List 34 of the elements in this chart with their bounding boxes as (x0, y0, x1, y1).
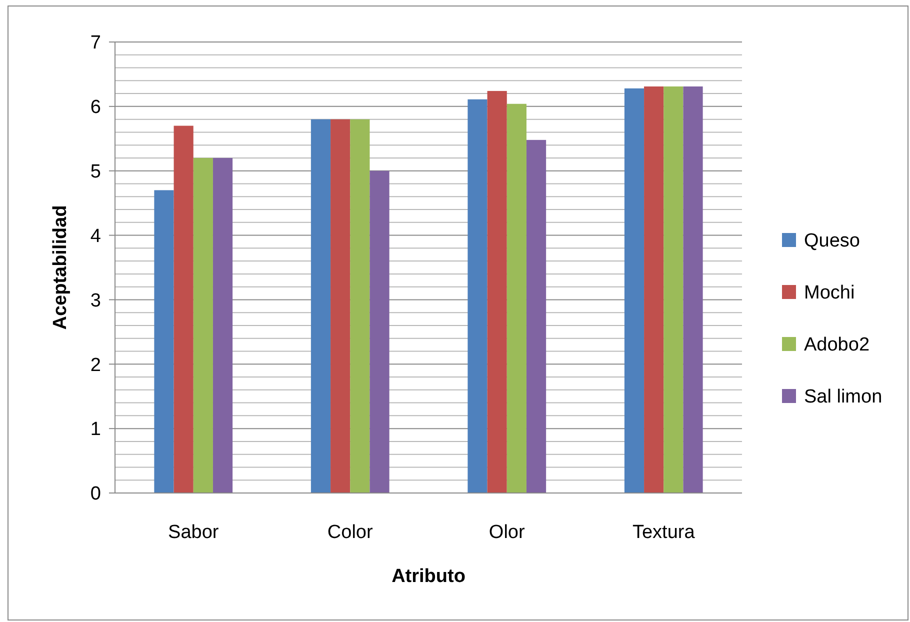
bar (644, 86, 664, 493)
y-tick-label: 6 (90, 97, 101, 118)
bar (468, 99, 488, 493)
x-axis-title: Atributo (392, 566, 466, 587)
legend-label: Mochi (804, 282, 855, 304)
x-tick-label: Color (327, 522, 374, 543)
bar (624, 88, 644, 493)
x-tick-label: Olor (488, 522, 526, 543)
y-tick-label: 2 (90, 354, 101, 376)
legend-label: Sal limon (804, 386, 882, 408)
bar (370, 170, 390, 493)
x-tick-label: Sabor (168, 522, 220, 543)
bar (350, 119, 370, 493)
bar (526, 140, 546, 493)
bar (487, 90, 507, 493)
y-tick-label: 3 (90, 290, 101, 312)
y-tick-label: 4 (90, 226, 102, 247)
legend-label: Queso (804, 230, 860, 252)
bar (506, 104, 526, 493)
bar (154, 190, 174, 493)
y-axis-title: Aceptabilidad (50, 205, 71, 330)
bar (212, 158, 233, 493)
y-tick-label: 7 (90, 32, 101, 54)
bar (330, 119, 350, 493)
y-tick-label: 1 (90, 419, 101, 440)
x-tick-label: Textura (632, 522, 696, 543)
bar (174, 126, 194, 493)
bar (683, 86, 703, 493)
y-tick-label: 0 (90, 484, 101, 505)
y-tick-label: 5 (90, 162, 101, 183)
legend-label: Adobo2 (804, 334, 870, 356)
bar (193, 158, 213, 493)
bar (310, 119, 331, 493)
bar (664, 86, 684, 493)
